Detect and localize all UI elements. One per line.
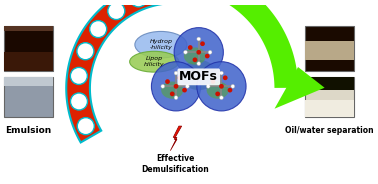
Circle shape: [208, 50, 212, 54]
Circle shape: [70, 67, 87, 84]
FancyBboxPatch shape: [305, 100, 354, 117]
Circle shape: [197, 62, 201, 66]
Circle shape: [108, 3, 125, 20]
Text: Hydrop
-hilicity: Hydrop -hilicity: [149, 39, 172, 50]
Circle shape: [223, 75, 228, 80]
Polygon shape: [274, 67, 325, 109]
Circle shape: [165, 79, 170, 84]
FancyBboxPatch shape: [4, 26, 53, 71]
Ellipse shape: [207, 82, 229, 99]
Text: Oil/water separation: Oil/water separation: [285, 126, 374, 135]
Circle shape: [206, 84, 210, 88]
FancyBboxPatch shape: [4, 52, 53, 71]
Ellipse shape: [181, 60, 217, 90]
FancyBboxPatch shape: [305, 77, 354, 117]
Polygon shape: [170, 126, 182, 151]
Circle shape: [205, 54, 210, 58]
Circle shape: [174, 96, 178, 100]
Circle shape: [220, 96, 223, 100]
Text: MOFs: MOFs: [179, 70, 218, 83]
Text: Lipop
hilicity: Lipop hilicity: [144, 56, 164, 67]
Circle shape: [228, 88, 232, 93]
Circle shape: [197, 50, 201, 55]
Circle shape: [211, 79, 215, 84]
FancyBboxPatch shape: [305, 41, 354, 60]
Polygon shape: [66, 0, 175, 142]
FancyBboxPatch shape: [4, 77, 53, 86]
Circle shape: [197, 37, 201, 41]
Circle shape: [77, 43, 94, 60]
Text: Effective
Demulsification: Effective Demulsification: [141, 154, 209, 174]
Polygon shape: [179, 0, 298, 88]
Circle shape: [231, 84, 235, 88]
Circle shape: [174, 71, 178, 75]
Circle shape: [170, 91, 175, 96]
Ellipse shape: [161, 82, 183, 99]
Circle shape: [77, 118, 94, 135]
Circle shape: [192, 57, 197, 62]
Circle shape: [188, 45, 192, 50]
Circle shape: [184, 50, 187, 54]
Ellipse shape: [130, 51, 179, 72]
Circle shape: [161, 84, 165, 88]
Circle shape: [70, 93, 87, 110]
Circle shape: [197, 62, 246, 111]
Circle shape: [186, 84, 189, 88]
FancyBboxPatch shape: [305, 77, 354, 90]
Circle shape: [220, 71, 223, 75]
Circle shape: [174, 84, 178, 89]
Circle shape: [215, 91, 220, 96]
FancyBboxPatch shape: [305, 26, 354, 71]
Ellipse shape: [184, 47, 206, 65]
Circle shape: [174, 28, 223, 77]
Circle shape: [182, 88, 187, 93]
Circle shape: [219, 84, 224, 89]
FancyBboxPatch shape: [4, 26, 53, 31]
FancyBboxPatch shape: [4, 77, 53, 117]
Circle shape: [130, 0, 147, 7]
Circle shape: [177, 75, 182, 80]
Circle shape: [90, 21, 107, 38]
Ellipse shape: [135, 31, 187, 58]
Circle shape: [152, 62, 201, 111]
Text: Emulsion: Emulsion: [5, 126, 51, 135]
Circle shape: [200, 41, 205, 46]
